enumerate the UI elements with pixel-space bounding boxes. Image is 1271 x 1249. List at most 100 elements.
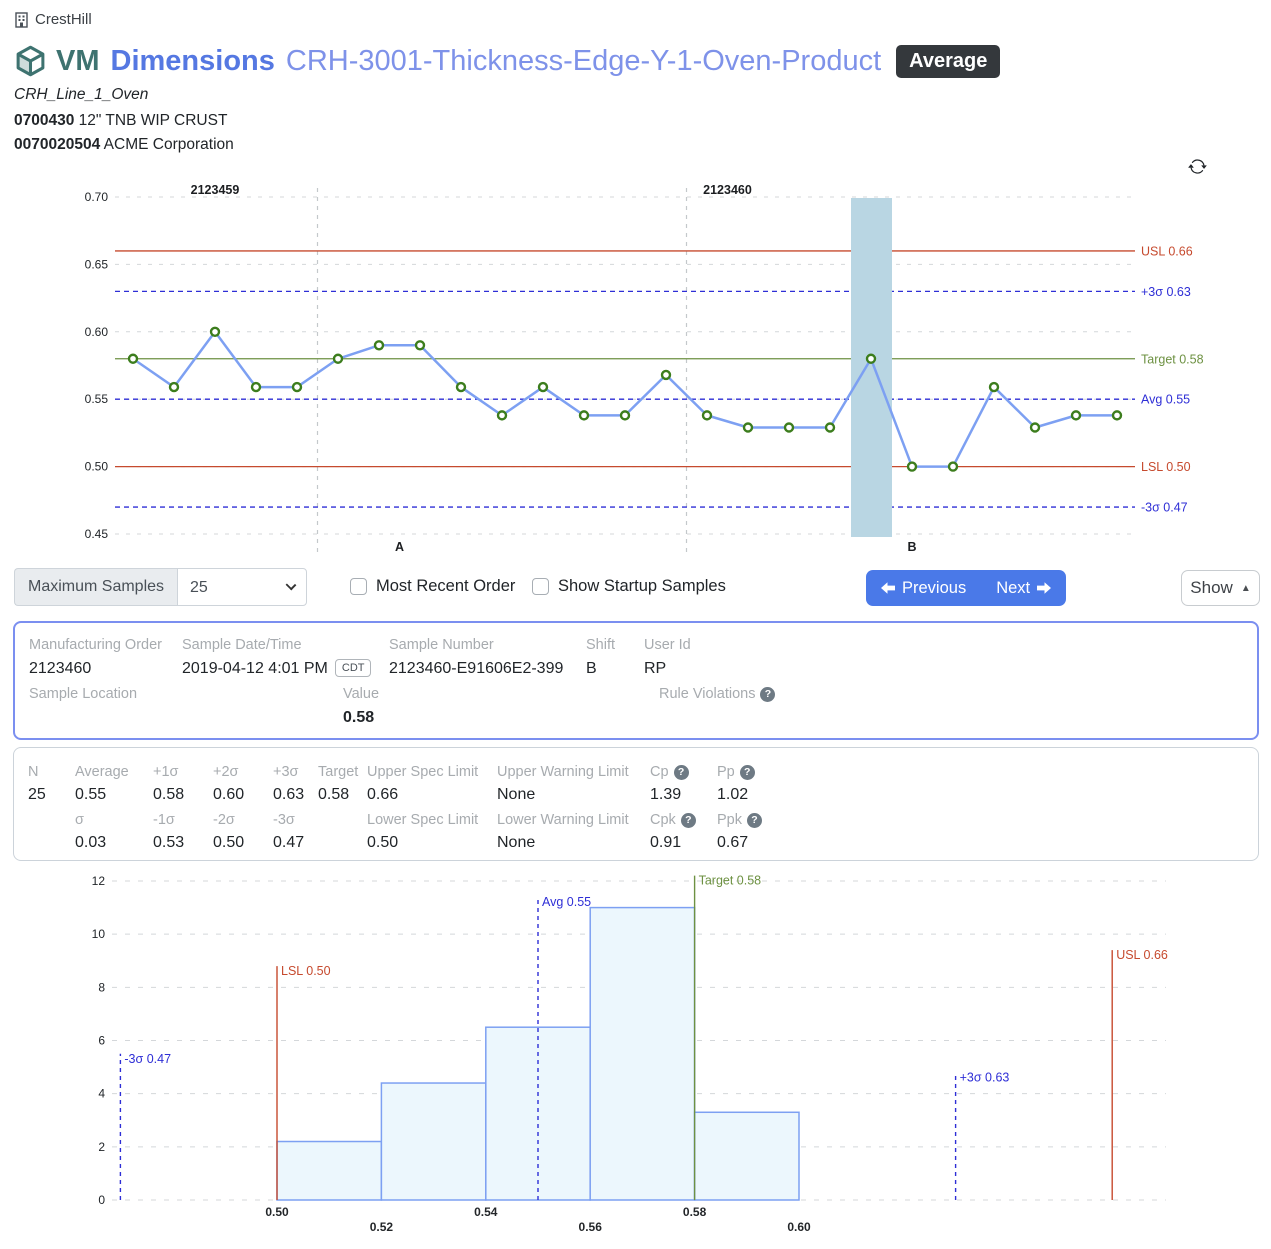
- limit-line-label: Target 0.58: [699, 874, 762, 888]
- x-tick-label: 0.52: [370, 1220, 394, 1234]
- pp-label: Pp?: [717, 764, 755, 780]
- data-point[interactable]: [701, 410, 713, 421]
- cpk-value: 0.91: [650, 834, 682, 851]
- brand-name: CrestHill: [35, 11, 92, 28]
- limit-line-label: LSL 0.50: [1141, 460, 1191, 474]
- data-point[interactable]: [168, 381, 180, 393]
- histogram-bar[interactable]: [276, 1140, 383, 1201]
- help-icon[interactable]: ?: [680, 812, 696, 828]
- y-tick-label: 8: [98, 980, 105, 994]
- plus1sigma-value: 0.58: [153, 786, 185, 803]
- shift-value: B: [586, 660, 597, 677]
- data-point[interactable]: [455, 381, 467, 393]
- sample-number-value: 2123460-E91606E2-399: [389, 660, 564, 677]
- next-button[interactable]: Next: [981, 570, 1066, 606]
- show-startup-checkbox[interactable]: [532, 578, 549, 595]
- data-point[interactable]: [373, 340, 385, 351]
- control-chart: 0.70 0.65 0.60 0.55 0.50 0.45 USL 0.66 +3σ 0.63…: [0, 180, 1271, 568]
- x-tick-label: 0.56: [579, 1220, 603, 1234]
- data-point[interactable]: [742, 422, 754, 433]
- manufacturing-order-value: 2123460: [29, 660, 92, 677]
- data-point[interactable]: [906, 461, 918, 472]
- data-point[interactable]: [865, 353, 877, 364]
- data-point[interactable]: [1029, 422, 1041, 433]
- customer-name: ACME Corporation: [103, 136, 234, 153]
- manufacturing-order-label: Manufacturing Order: [29, 637, 162, 653]
- data-point[interactable]: [824, 422, 836, 433]
- x-tick-label: 0.58: [683, 1205, 707, 1219]
- data-point[interactable]: [250, 381, 262, 393]
- data-point[interactable]: [783, 422, 795, 433]
- histogram-svg: 0 2 4 6 8 10 12 -3σ 0.47 LSL 0.50 Avg 0.55 Target …: [92, 874, 1168, 1234]
- limit-line-label: USL 0.66: [1141, 244, 1193, 258]
- brand[interactable]: CrestHill: [14, 11, 92, 28]
- plus3sigma-value: 0.63: [273, 786, 305, 803]
- data-point[interactable]: [291, 381, 303, 393]
- pp-value: 1.02: [717, 786, 749, 803]
- data-point[interactable]: [414, 340, 426, 351]
- most-recent-order-label: Most Recent Order: [376, 577, 516, 595]
- item-description: 12" TNB WIP CRUST: [78, 112, 228, 129]
- most-recent-order-checkbox[interactable]: [350, 578, 367, 595]
- usl-label: Upper Spec Limit: [367, 764, 479, 780]
- customer-line: 0070020504 ACME Corporation: [14, 136, 234, 154]
- limit-line-label: +3σ 0.63: [960, 1070, 1010, 1084]
- data-point[interactable]: [660, 369, 672, 381]
- shift-label: A: [395, 540, 404, 554]
- histogram-bar[interactable]: [589, 906, 696, 1201]
- data-point[interactable]: [332, 353, 344, 364]
- shift-label: Shift: [586, 637, 616, 653]
- histogram-bar[interactable]: [693, 1111, 800, 1201]
- refresh-icon[interactable]: [1188, 157, 1208, 177]
- help-icon[interactable]: ?: [739, 764, 755, 780]
- page-title: VM Dimensions CRH-3001-Thickness-Edge-Y-…: [14, 40, 1001, 82]
- uwl-value: None: [497, 786, 536, 803]
- data-point[interactable]: [947, 461, 959, 472]
- data-point[interactable]: [209, 326, 221, 338]
- limit-line-label: LSL 0.50: [281, 964, 331, 978]
- customer-number: 0070020504: [14, 136, 101, 153]
- help-icon[interactable]: ?: [760, 686, 776, 702]
- value-label: Value: [343, 686, 380, 702]
- histogram-bar[interactable]: [380, 1082, 487, 1201]
- shift-label: B: [907, 540, 916, 554]
- histogram-bar[interactable]: [485, 1026, 591, 1201]
- selected-sample-band[interactable]: [851, 198, 892, 537]
- order-label: 2123460: [703, 183, 752, 197]
- user-id-label: User Id: [644, 637, 691, 653]
- data-point[interactable]: [127, 353, 139, 364]
- cube-icon: [14, 44, 47, 78]
- y-tick-label: 2: [98, 1140, 105, 1154]
- sigma-label: σ: [75, 812, 84, 828]
- plus1sigma-label: +1σ: [153, 764, 179, 780]
- data-point[interactable]: [578, 410, 590, 421]
- arrow-left-icon: [881, 582, 895, 594]
- help-icon[interactable]: ?: [747, 812, 762, 828]
- data-point[interactable]: [496, 410, 508, 421]
- control-chart-svg: 0.70 0.65 0.60 0.55 0.50 0.45 USL 0.66 +3σ 0.63…: [85, 183, 1204, 556]
- show-dropdown-button[interactable]: Show ▲: [1181, 570, 1260, 606]
- most-recent-order-checkbox-row: Most Recent Order: [350, 577, 515, 596]
- sample-number-label: Sample Number: [389, 637, 494, 653]
- data-point[interactable]: [988, 381, 1000, 393]
- target-value: 0.58: [318, 786, 350, 803]
- ppk-value: 0.67: [717, 834, 749, 851]
- help-icon[interactable]: ?: [673, 764, 689, 780]
- y-tick-label: 0.70: [85, 190, 109, 204]
- item-number: 0700430: [14, 112, 75, 129]
- app-name: Dimensions: [110, 44, 275, 77]
- previous-button[interactable]: Previous: [866, 570, 981, 606]
- uwl-label: Upper Warning Limit: [497, 764, 629, 780]
- sigma-value: 0.03: [75, 834, 107, 851]
- show-startup-checkbox-row: Show Startup Samples: [532, 577, 726, 596]
- data-point[interactable]: [619, 410, 631, 421]
- production-line-name: CRH_Line_1_Oven: [14, 86, 149, 103]
- data-point[interactable]: [1070, 410, 1082, 421]
- sample-location-label: Sample Location: [29, 686, 138, 702]
- sample-datetime-label: Sample Date/Time: [182, 637, 302, 653]
- y-tick-label: 0.55: [85, 392, 109, 406]
- data-point[interactable]: [1111, 410, 1123, 421]
- data-point[interactable]: [537, 381, 549, 393]
- max-samples-select[interactable]: 25: [178, 569, 307, 605]
